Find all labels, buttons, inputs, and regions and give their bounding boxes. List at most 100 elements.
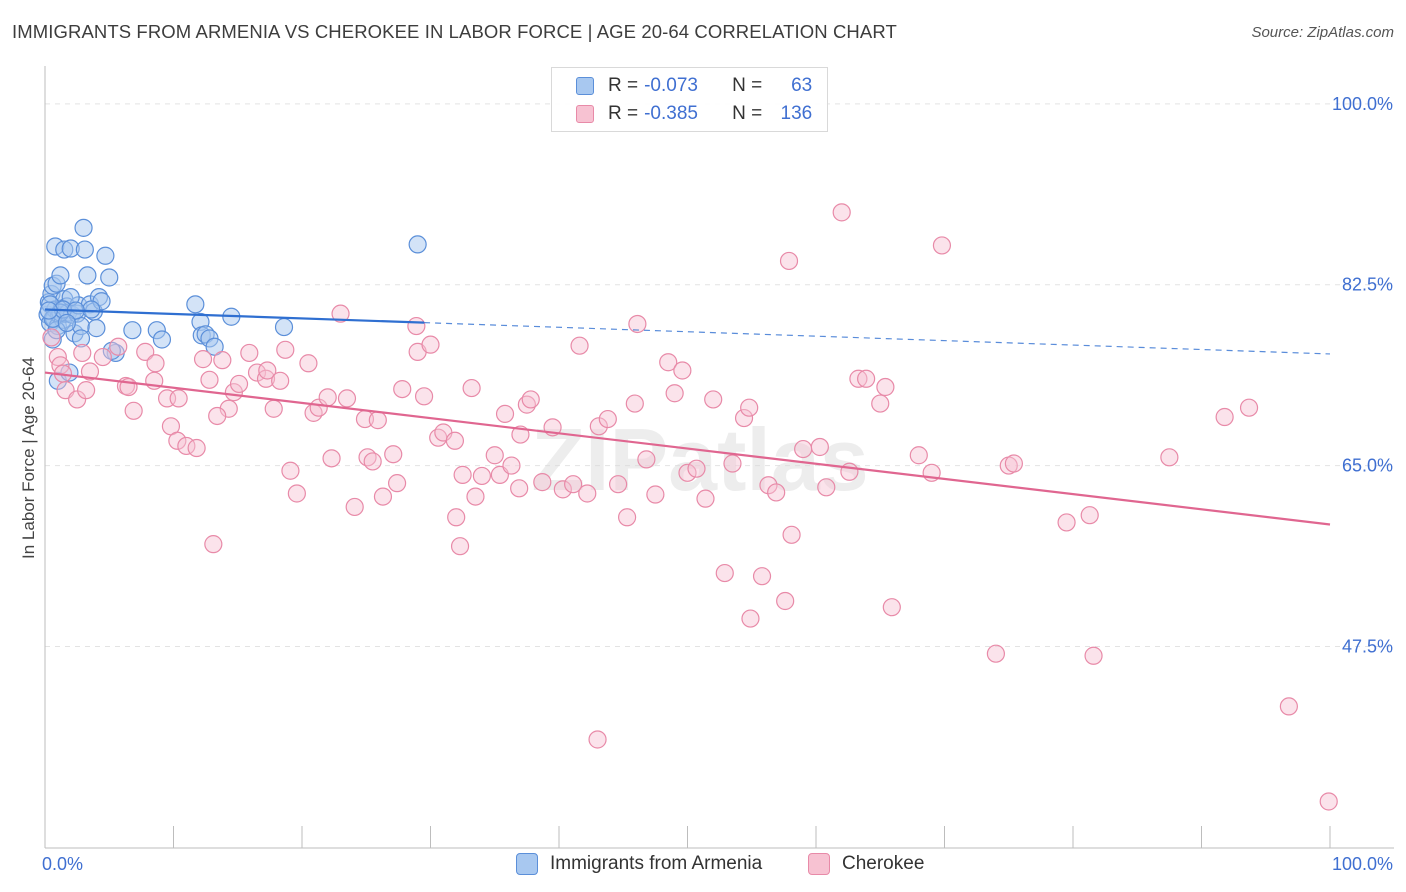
cherokee-point xyxy=(715,563,734,583)
cherokee-point xyxy=(1057,513,1076,532)
cherokee-point xyxy=(776,591,795,611)
cherokee-point xyxy=(93,347,112,367)
cherokee-point xyxy=(678,463,697,482)
cherokee-point xyxy=(495,404,515,424)
cherokee-point xyxy=(363,452,382,471)
bottom-legend-cherokee: Cherokee xyxy=(808,851,924,877)
cherokee-trend xyxy=(44,371,1331,526)
cherokee-point xyxy=(1279,697,1298,716)
cherokee-point xyxy=(80,362,100,381)
cherokee-point xyxy=(109,337,128,356)
cherokee-point xyxy=(734,408,754,428)
cherokee-point xyxy=(466,487,485,506)
cherokee-point xyxy=(625,394,644,413)
cherokee-point xyxy=(42,328,61,347)
y-tick-label: 47.5% xyxy=(1342,636,1393,656)
cherokee-point xyxy=(588,730,607,749)
series-armenia-points xyxy=(38,218,427,390)
cherokee-point xyxy=(485,446,504,465)
cherokee-point xyxy=(318,388,337,407)
cherokee-point xyxy=(857,369,876,388)
cherokee-point xyxy=(200,370,219,389)
cherokee-point xyxy=(1215,407,1234,427)
cherokee-point xyxy=(1080,506,1099,525)
cherokee-point xyxy=(618,508,637,527)
cherokee-point xyxy=(779,251,799,271)
r-value: -0.073 xyxy=(644,75,698,96)
series-cherokee-points xyxy=(42,203,1338,811)
cherokee-point xyxy=(832,203,851,222)
armenia-point xyxy=(71,329,91,348)
cherokee-point xyxy=(932,236,952,255)
cherokee-point xyxy=(414,387,434,406)
cherokee-point xyxy=(373,487,393,506)
correlation-legend: R = -0.073 N = 63 R = -0.385 N = 136 xyxy=(551,67,828,132)
cherokee-point xyxy=(871,394,890,413)
cherokee-point xyxy=(229,374,249,394)
cherokee-point xyxy=(810,437,829,457)
cherokee-point xyxy=(533,473,552,492)
armenia-point xyxy=(408,235,427,254)
cherokee-point xyxy=(345,497,364,517)
cherokee-point xyxy=(281,461,300,480)
y-tick-label: 82.5% xyxy=(1342,275,1393,295)
cherokee-point xyxy=(453,465,472,484)
cherokee-point xyxy=(193,350,213,369)
cherokee-point xyxy=(646,485,665,504)
cherokee-point xyxy=(665,384,684,403)
cherokee-point xyxy=(687,459,706,478)
cherokee-point xyxy=(77,381,96,400)
x-tick-labels: 0.0% 100.0% xyxy=(42,854,1393,874)
source-credit: Source: ZipAtlas.com xyxy=(1251,24,1394,41)
bottom-legend-armenia: Immigrants from Armenia xyxy=(516,851,762,877)
y-tick-labels: 100.0% 82.5% 65.0% 47.5% xyxy=(1332,94,1393,657)
cherokee-point xyxy=(168,431,187,450)
cherokee-point xyxy=(578,484,597,503)
armenia-point xyxy=(100,268,119,287)
y-tick-label: 100.0% xyxy=(1332,94,1393,114)
cherokee-point xyxy=(740,398,759,417)
armenia-point xyxy=(87,319,106,338)
cherokee-point xyxy=(659,353,678,372)
armenia-point xyxy=(78,266,97,285)
cherokee-point xyxy=(553,480,572,499)
armenia-point xyxy=(51,266,70,285)
chart-title: IMMIGRANTS FROM ARMENIA VS CHEROKEE IN L… xyxy=(12,21,897,42)
x-tick-label: 100.0% xyxy=(1332,854,1393,874)
n-label: N = xyxy=(732,103,763,124)
cherokee-point xyxy=(840,462,859,481)
armenia-point xyxy=(186,295,205,314)
armenia-swatch xyxy=(576,77,594,95)
cherokee-point xyxy=(759,476,778,495)
cherokee-legend-label: Cherokee xyxy=(842,853,925,874)
n-value: 136 xyxy=(780,103,813,124)
cherokee-point xyxy=(882,598,901,617)
cherokee-point xyxy=(264,399,283,418)
cherokee-point xyxy=(752,567,772,586)
cherokee-point xyxy=(447,508,466,527)
cherokee-point xyxy=(628,314,647,334)
cherokee-point xyxy=(421,335,440,354)
cherokee-point xyxy=(299,354,318,373)
cherokee-point xyxy=(387,474,407,493)
cherokee-point xyxy=(696,489,715,508)
cherokee-point xyxy=(208,406,227,426)
cherokee-point xyxy=(704,390,723,409)
n-value: 63 xyxy=(791,75,813,96)
cherokee-point xyxy=(502,456,521,475)
cherokee-point xyxy=(271,371,290,390)
cherokee-point xyxy=(1004,454,1023,473)
cherokee-swatch xyxy=(576,105,594,123)
cherokee-point xyxy=(240,343,259,363)
cherokee-point xyxy=(876,377,895,397)
axes xyxy=(44,66,1394,849)
cherokee-point xyxy=(124,401,143,420)
cherokee-point xyxy=(1160,448,1179,467)
cherokee-point xyxy=(450,537,470,556)
armenia-trend-dashed xyxy=(424,322,1331,355)
cherokee-point xyxy=(1319,792,1338,811)
r-value: -0.385 xyxy=(644,103,698,124)
cherokee-point xyxy=(407,316,426,336)
armenia-point xyxy=(57,313,76,333)
cherokee-point xyxy=(73,343,92,363)
